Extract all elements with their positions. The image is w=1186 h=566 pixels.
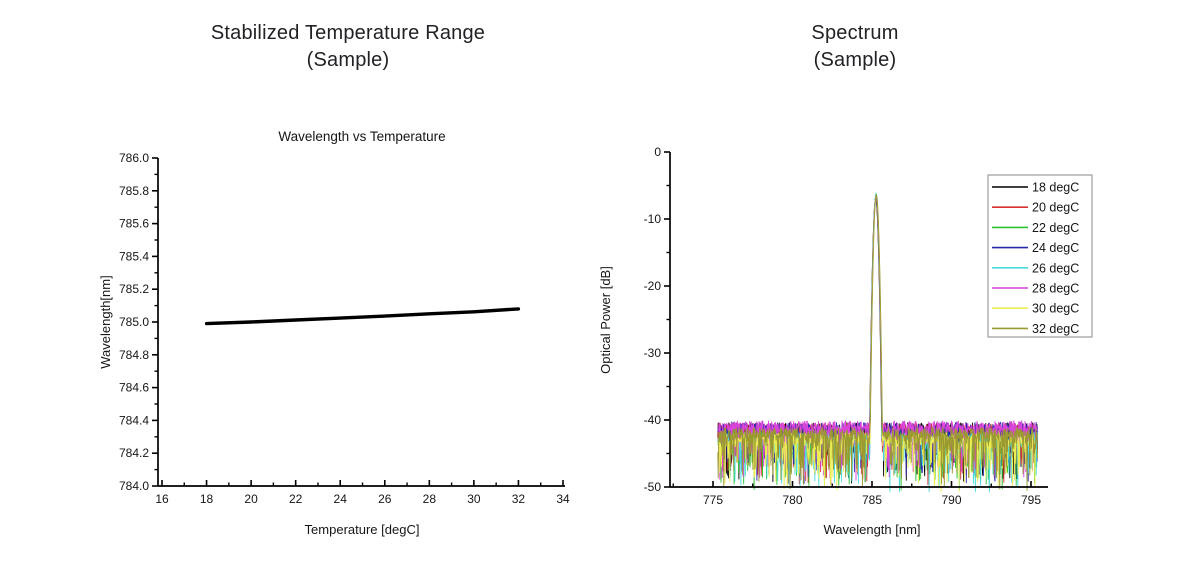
y-tick-label: 784.4 — [119, 413, 149, 427]
spectrum-series — [717, 192, 1038, 493]
x-tick-label: 780 — [782, 493, 802, 507]
x-tick-label: 34 — [556, 492, 570, 506]
left-panel-title-line1: Stabilized Temperature Range — [210, 22, 486, 44]
x-tick-label: 18 — [200, 492, 214, 506]
y-tick-label: 784.0 — [119, 479, 149, 493]
legend: 18 degC 20 degC 22 degC 24 degC 26 degC 28 de… — [987, 174, 1093, 338]
legend-label: 32 degC — [1032, 322, 1079, 336]
y-tick-label: 785.2 — [119, 282, 149, 296]
x-axis-label: Wavelength [nm] — [823, 522, 920, 537]
y-tick-label: -10 — [644, 212, 662, 226]
y-tick-label: -40 — [644, 413, 662, 427]
legend-label: 28 degC — [1032, 282, 1079, 296]
x-tick-label: 795 — [1021, 493, 1041, 507]
left-panel-title-line2: (Sample) — [306, 49, 390, 71]
legend-label: 20 degC — [1032, 201, 1079, 215]
x-tick-label: 790 — [941, 493, 961, 507]
y-tick-label: 784.2 — [119, 446, 149, 460]
y-tick-label: 785.8 — [119, 184, 149, 198]
x-tick-label: 24 — [334, 492, 348, 506]
y-tick-label: 786.0 — [119, 151, 149, 165]
series-32-degc — [717, 194, 1038, 491]
right-panel-title-line2: (Sample) — [813, 49, 897, 71]
legend-label: 24 degC — [1032, 241, 1079, 255]
y-tick-label: -50 — [644, 480, 662, 494]
wavelength-vs-temperature-chart: 16 18 20 22 24 26 28 30 32 34 784.0 784.2 784.4 784.6… — [98, 129, 570, 537]
x-tick-label: 22 — [289, 492, 303, 506]
y-axis-label: Wavelength[nm] — [98, 275, 113, 368]
right-panel-title-line1: Spectrum — [811, 22, 899, 44]
y-tick-label: 784.8 — [119, 348, 149, 362]
y-tick-label: 784.6 — [119, 381, 149, 395]
y-tick-label: -30 — [644, 346, 662, 360]
legend-label: 22 degC — [1032, 221, 1079, 235]
x-tick-label: 28 — [423, 492, 437, 506]
y-tick-label: 785.0 — [119, 315, 149, 329]
wavelength-vs-temperature-series — [204, 307, 521, 326]
legend-label: 30 degC — [1032, 302, 1079, 316]
y-tick-label: 785.6 — [119, 217, 149, 231]
x-tick-label: 20 — [244, 492, 258, 506]
x-tick-label: 32 — [512, 492, 526, 506]
legend-box — [987, 174, 1093, 338]
x-tick-label: 785 — [862, 493, 882, 507]
series-wavelength — [204, 307, 521, 326]
x-tick-label: 26 — [378, 492, 392, 506]
spectrum-chart: 775 780 785 790 795 -50 -40 -30 -20 -10 0 Wavelengt… — [598, 145, 1093, 537]
x-tick-label: 30 — [467, 492, 481, 506]
legend-label: 26 degC — [1032, 261, 1079, 275]
left-panel-title: Stabilized Temperature Range (Sample) — [138, 20, 558, 74]
y-axis-label: Optical Power [dB] — [598, 266, 613, 374]
x-axis-label: Temperature [degC] — [305, 522, 420, 537]
y-tick-label: -20 — [644, 279, 662, 293]
legend-label: 18 degC — [1032, 181, 1079, 195]
right-panel-title: Spectrum (Sample) — [705, 20, 1005, 74]
chart-inner-title: Wavelength vs Temperature — [278, 129, 445, 144]
y-tick-label: 785.4 — [119, 249, 149, 263]
x-tick-label: 775 — [703, 493, 723, 507]
x-tick-label: 16 — [155, 492, 169, 506]
y-tick-label: 0 — [654, 145, 661, 159]
